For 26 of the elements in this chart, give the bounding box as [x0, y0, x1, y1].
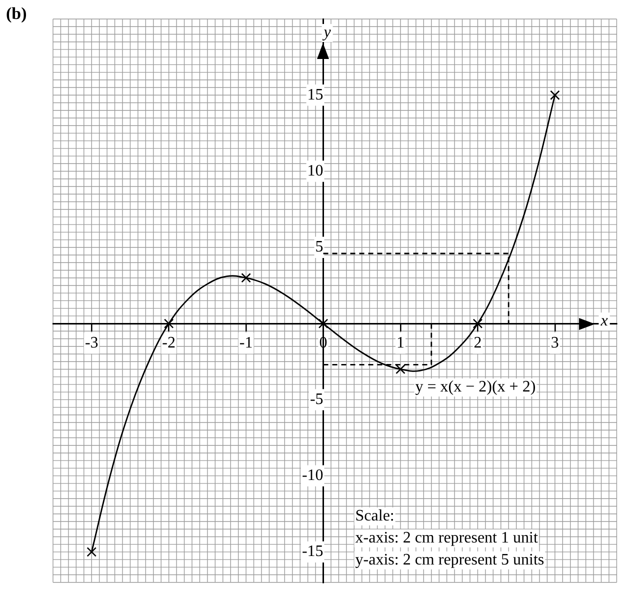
- x-tick-label: -2: [162, 334, 176, 352]
- x-tick-label: 3: [550, 334, 559, 352]
- annotation: y = x(x − 2)(x + 2): [415, 378, 536, 396]
- point: [396, 364, 406, 374]
- annotation: x-axis: 2 cm represent 1 unit: [355, 530, 538, 547]
- point: [86, 547, 96, 557]
- x-axis-title: x: [600, 312, 608, 330]
- point: [241, 272, 251, 283]
- y-tick-label: 5: [315, 238, 324, 256]
- annotation: y-axis: 2 cm represent 5 units: [355, 552, 544, 569]
- y-tick-label: 10: [307, 162, 324, 180]
- annotation: Scale:: [355, 508, 394, 525]
- x-tick-label: -3: [84, 334, 98, 352]
- point: [164, 318, 174, 328]
- point: [472, 318, 483, 328]
- y-axis-title: y: [322, 24, 332, 42]
- y-tick-label: -15: [302, 543, 324, 560]
- y-tick-label: -10: [302, 467, 324, 484]
- point: [318, 318, 328, 328]
- point: [550, 90, 560, 100]
- y-tick-label: 15: [307, 86, 324, 104]
- x-tick-label: -1: [239, 334, 253, 352]
- chart-title: (b): [6, 4, 27, 24]
- x-tick-label: 1: [396, 334, 404, 352]
- y-tick-label: -5: [310, 390, 324, 408]
- x-tick-label: 2: [474, 334, 482, 352]
